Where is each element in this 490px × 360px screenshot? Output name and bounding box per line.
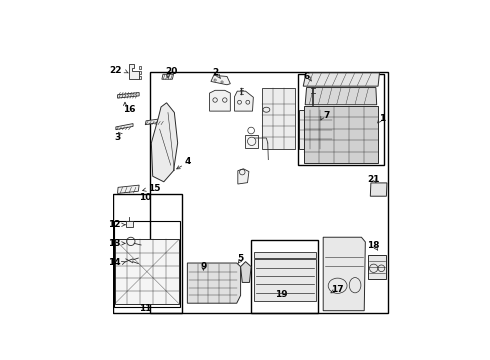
Text: 10: 10 bbox=[139, 193, 151, 202]
Polygon shape bbox=[235, 91, 253, 111]
Polygon shape bbox=[211, 75, 230, 85]
Text: 12: 12 bbox=[108, 220, 120, 229]
Text: 14: 14 bbox=[108, 258, 121, 267]
Text: 13: 13 bbox=[108, 239, 120, 248]
Bar bbox=[254, 252, 316, 258]
Bar bbox=[254, 260, 316, 301]
Bar bbox=[298, 74, 384, 165]
Text: 19: 19 bbox=[275, 289, 287, 298]
Polygon shape bbox=[145, 118, 166, 125]
Polygon shape bbox=[187, 263, 241, 303]
Polygon shape bbox=[304, 106, 378, 163]
Bar bbox=[245, 135, 258, 148]
Bar bbox=[139, 76, 141, 79]
Bar bbox=[113, 194, 182, 314]
Text: 6: 6 bbox=[303, 72, 310, 81]
Text: 11: 11 bbox=[139, 304, 151, 313]
Polygon shape bbox=[118, 185, 139, 193]
Text: 9: 9 bbox=[200, 262, 207, 271]
Text: 20: 20 bbox=[165, 67, 177, 76]
Polygon shape bbox=[303, 73, 379, 86]
Text: 18: 18 bbox=[368, 240, 380, 249]
Bar bbox=[299, 110, 332, 149]
Text: 3: 3 bbox=[114, 133, 121, 142]
Text: 8: 8 bbox=[164, 114, 171, 123]
Text: 15: 15 bbox=[148, 184, 161, 193]
Text: 1: 1 bbox=[379, 113, 385, 122]
Polygon shape bbox=[305, 87, 377, 105]
Polygon shape bbox=[162, 74, 173, 79]
Text: 5: 5 bbox=[238, 255, 244, 264]
Polygon shape bbox=[241, 262, 251, 283]
Text: 4: 4 bbox=[184, 157, 191, 166]
Polygon shape bbox=[262, 88, 295, 149]
Polygon shape bbox=[210, 90, 230, 111]
Text: 21: 21 bbox=[368, 175, 380, 184]
Polygon shape bbox=[128, 64, 139, 79]
Bar bbox=[139, 71, 141, 74]
Polygon shape bbox=[238, 169, 249, 184]
Polygon shape bbox=[370, 183, 387, 196]
Text: 16: 16 bbox=[123, 105, 135, 114]
Polygon shape bbox=[151, 103, 178, 182]
Bar bbox=[368, 255, 387, 279]
Text: 2: 2 bbox=[213, 68, 219, 77]
Polygon shape bbox=[116, 123, 133, 130]
Bar bbox=[115, 239, 179, 304]
Text: 22: 22 bbox=[109, 66, 122, 75]
Text: 7: 7 bbox=[324, 111, 330, 120]
Polygon shape bbox=[323, 237, 366, 311]
Bar bbox=[126, 221, 133, 227]
Polygon shape bbox=[118, 93, 139, 98]
Bar bbox=[114, 221, 180, 307]
Bar bbox=[139, 66, 141, 69]
Bar bbox=[251, 240, 318, 314]
Bar bbox=[150, 72, 389, 314]
Text: 17: 17 bbox=[331, 285, 343, 294]
